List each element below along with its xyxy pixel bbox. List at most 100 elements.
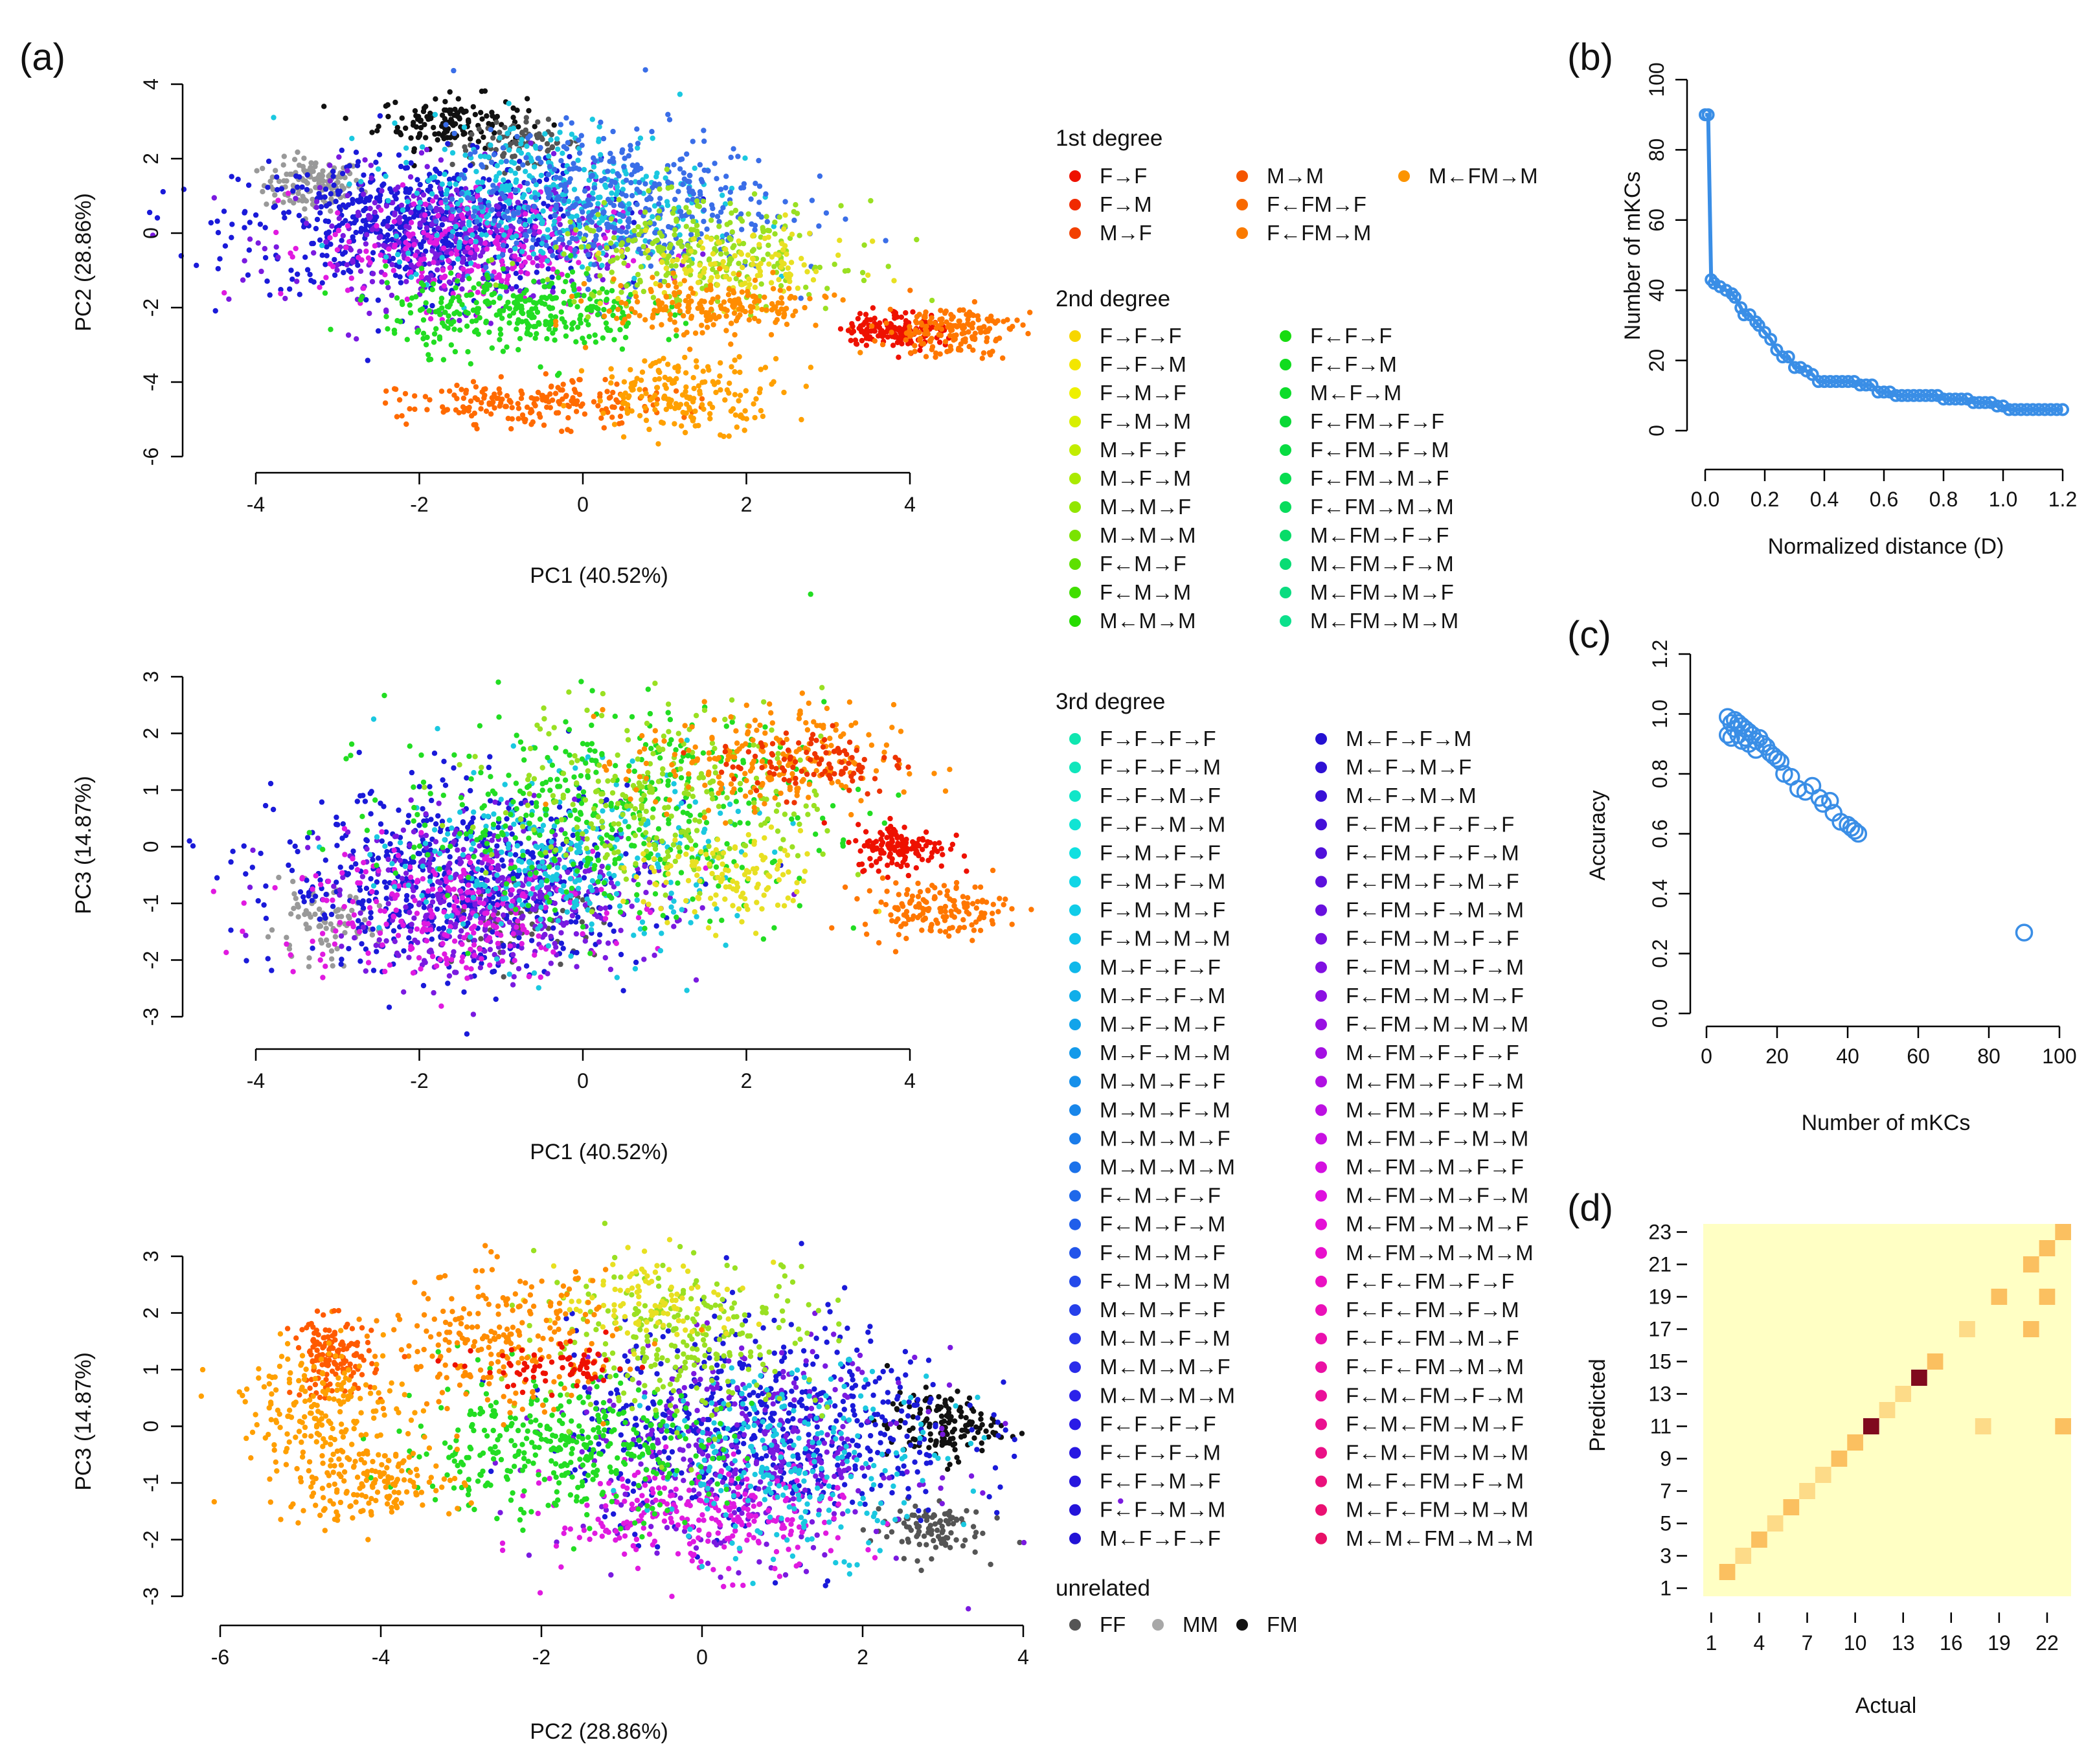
data-point [282,295,288,302]
data-point [486,329,492,335]
data-point [667,317,673,322]
data-point [454,382,460,389]
data-point [529,409,535,414]
data-point [558,309,564,315]
data-point [727,258,733,264]
data-point [496,211,502,217]
data-point [742,427,747,433]
data-point [334,814,339,820]
data-point [667,311,674,317]
data-point [513,139,519,146]
data-point [670,300,675,306]
data-point [439,222,445,228]
data-point [750,256,756,262]
data-point [679,423,685,429]
data-point [314,216,321,223]
data-point [275,254,281,260]
data-point [472,111,479,118]
data-point [618,229,624,234]
data-point [337,865,343,870]
data-point [723,313,729,319]
data-point [457,115,462,120]
data-point [695,305,701,311]
data-point [810,277,817,283]
data-point [361,285,367,291]
data-point [550,151,557,157]
data-point [416,205,422,210]
data-point [346,945,352,952]
data-point [872,338,878,344]
data-point [549,144,556,150]
data-point [359,901,365,907]
data-point [501,177,506,183]
data-point [948,311,954,317]
data-point [449,118,455,124]
data-point [479,204,484,210]
data-point [437,186,444,192]
data-point [405,813,412,819]
data-point [558,940,565,946]
data-point [537,414,543,420]
data-point [642,317,648,322]
data-point [718,209,724,215]
data-point [732,253,738,259]
data-point [297,291,302,297]
data-point [301,899,307,905]
data-point [686,185,692,191]
point-cluster-0 [254,149,368,222]
data-point [648,363,654,369]
data-point [336,216,342,221]
data-point [552,337,558,343]
data-point [417,220,423,226]
data-point [278,291,284,297]
data-point [749,248,756,254]
data-point [817,173,823,179]
data-point [704,226,710,232]
data-point [368,876,374,882]
data-point [704,317,710,324]
data-point [342,175,348,181]
data-point [650,295,657,300]
data-point [297,889,304,895]
data-point [532,224,539,230]
data-point [389,262,395,267]
data-point [614,381,620,387]
data-point [424,225,430,231]
data-point [456,273,462,278]
data-point [784,251,789,257]
data-point [523,155,529,161]
data-point [710,322,716,328]
data-point [716,239,721,245]
data-point [497,326,503,332]
data-point [648,263,654,269]
data-point [291,905,297,912]
data-point [295,149,300,155]
data-point [194,262,199,268]
data-point [482,88,488,94]
data-point [502,403,508,409]
data-point [426,261,433,267]
data-point [756,318,762,324]
data-point [688,414,694,420]
data-point [423,248,429,254]
data-point [362,917,368,923]
data-point [229,221,235,227]
data-point [468,163,473,168]
data-point [518,226,524,232]
data-point [492,130,497,136]
data-point [602,182,608,188]
data-point [720,233,726,239]
data-point [397,214,403,221]
data-point [609,404,615,410]
data-point [523,168,528,174]
data-point [269,927,275,933]
data-point [244,958,249,964]
data-point [473,384,479,390]
data-point [712,161,718,166]
data-point [521,416,527,422]
data-point [406,935,412,941]
data-point [381,219,387,225]
data-point [604,245,610,251]
data-point [343,204,349,210]
data-point [281,210,287,216]
